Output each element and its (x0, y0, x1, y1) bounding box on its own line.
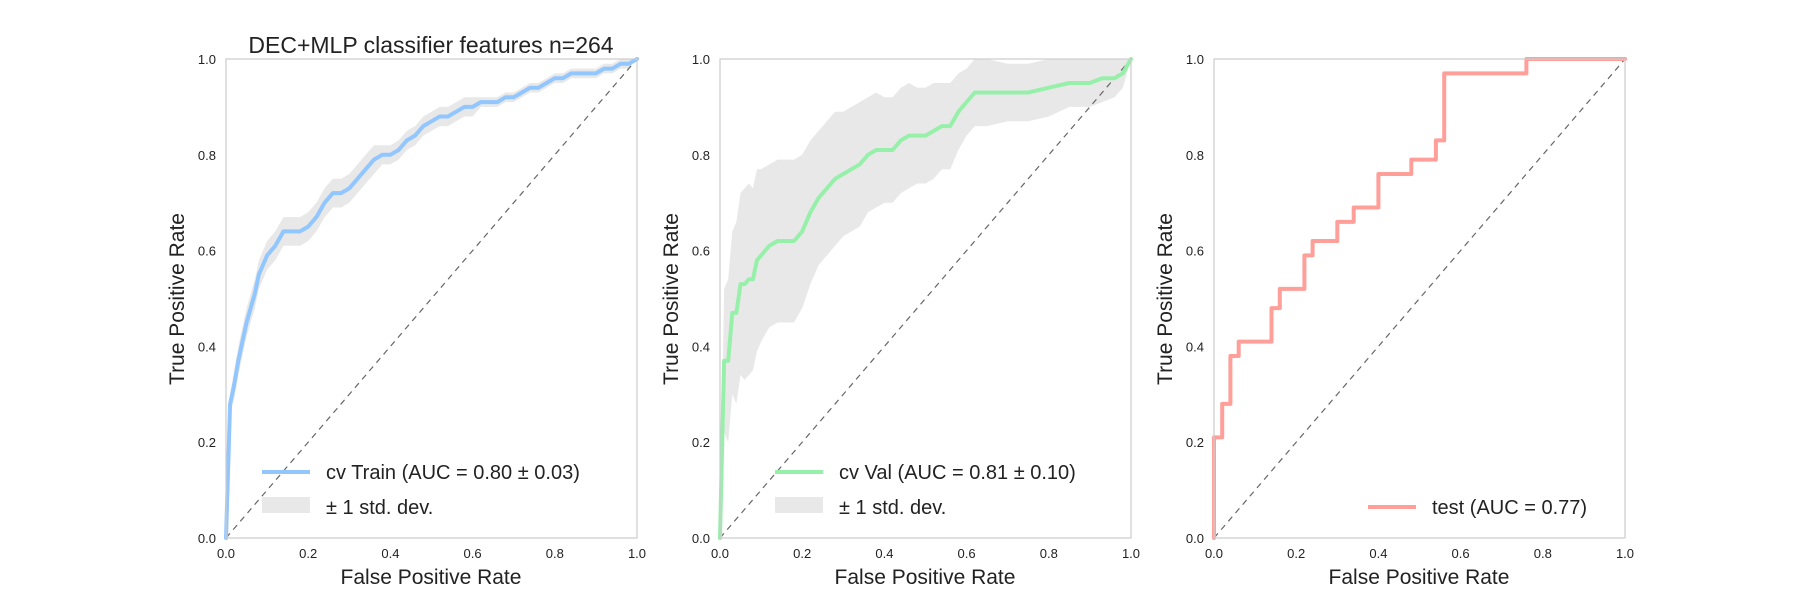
y-axis-label: True Positive Rate (166, 213, 189, 385)
x-tick-label: 0.2 (793, 546, 811, 561)
x-tick-label: 0.8 (1040, 546, 1058, 561)
x-tick-label: 0.0 (711, 546, 729, 561)
std-band-layer (720, 59, 1131, 538)
plot-frame (1213, 58, 1626, 539)
x-tick-label: 0.8 (1534, 546, 1552, 561)
x-tick-label: 0.2 (1287, 546, 1305, 561)
plot-area (1214, 59, 1625, 538)
chart-title: DEC+MLP classifier features n=264 (248, 32, 613, 58)
legend: cv Val (AUC = 0.81 ± 0.10) ± 1 std. dev. (775, 462, 1076, 519)
x-tick-label: 1.0 (628, 546, 646, 561)
test-roc-panel: 0.0 0.2 0.4 0.6 0.8 1.0 0.0 0.2 0.4 0.6 0.8 1.0 Fa… (1154, 52, 1634, 589)
x-tick-label: 0.2 (299, 546, 317, 561)
x-tick-label: 0.6 (464, 546, 482, 561)
x-axis-label: False Positive Rate (835, 566, 1016, 589)
x-tick-label: 1.0 (1122, 546, 1140, 561)
legend: test (AUC = 0.77) (1368, 497, 1587, 519)
x-tick-label: 0.0 (217, 546, 235, 561)
y-tick-label: 0.2 (1186, 435, 1204, 450)
y-tick-label: 0.4 (198, 339, 216, 354)
y-tick-label: 1.0 (1186, 52, 1204, 67)
series-layer (718, 57, 1133, 540)
plot-frame (225, 58, 638, 539)
y-tick-label: 1.0 (198, 52, 216, 67)
legend-label-test: test (AUC = 0.77) (1432, 497, 1587, 519)
y-tick-label: 1.0 (692, 52, 710, 67)
y-axis-label: True Positive Rate (660, 213, 683, 385)
y-tick-label: 0.4 (692, 339, 710, 354)
x-axis-label: False Positive Rate (1329, 566, 1510, 589)
legend: cv Train (AUC = 0.80 ± 0.03) ± 1 std. de… (262, 462, 580, 519)
x-tick-label: 0.4 (1369, 546, 1387, 561)
x-tick-labels: 0.0 0.2 0.4 0.6 0.8 1.0 (217, 546, 646, 561)
y-tick-labels: 0.0 0.2 0.4 0.6 0.8 1.0 (1186, 52, 1204, 546)
y-tick-label: 0.4 (1186, 339, 1204, 354)
y-tick-labels: 0.0 0.2 0.4 0.6 0.8 1.0 (692, 52, 710, 546)
x-tick-label: 0.6 (1452, 546, 1470, 561)
y-tick-label: 0.6 (198, 244, 216, 259)
legend-swatch-band (775, 497, 823, 513)
y-tick-label: 0.8 (1186, 148, 1204, 163)
x-tick-labels: 0.0 0.2 0.4 0.6 0.8 1.0 (711, 546, 1140, 561)
roc-curve-line-0 (1212, 57, 1627, 540)
legend-label-train: cv Train (AUC = 0.80 ± 0.03) (326, 462, 580, 484)
y-tick-labels: 0.0 0.2 0.4 0.6 0.8 1.0 (198, 52, 216, 546)
plot-frame (719, 58, 1132, 539)
y-tick-label: 0.8 (692, 148, 710, 163)
x-tick-label: 0.0 (1205, 546, 1223, 561)
legend-label-band: ± 1 std. dev. (326, 497, 433, 519)
legend-label-val: cv Val (AUC = 0.81 ± 0.10) (839, 462, 1076, 484)
series-layer (1212, 57, 1627, 540)
y-tick-label: 0.0 (198, 531, 216, 546)
plot-area (226, 59, 637, 538)
y-tick-label: 0.6 (692, 244, 710, 259)
x-tick-labels: 0.0 0.2 0.4 0.6 0.8 1.0 (1205, 546, 1634, 561)
x-tick-label: 0.4 (875, 546, 893, 561)
y-axis-label: True Positive Rate (1154, 213, 1177, 385)
legend-swatch-band (262, 497, 310, 513)
std-band-0 (720, 59, 1131, 538)
roc-curve-line-0 (718, 57, 1133, 540)
train-roc-panel: DEC+MLP classifier features n=264 0.0 0.2… (166, 32, 646, 589)
roc-curve-line-0 (224, 57, 639, 540)
y-tick-label: 0.6 (1186, 244, 1204, 259)
x-tick-label: 0.8 (546, 546, 564, 561)
x-tick-label: 0.6 (958, 546, 976, 561)
y-tick-label: 0.0 (1186, 531, 1204, 546)
y-tick-label: 0.8 (198, 148, 216, 163)
legend-label-band: ± 1 std. dev. (839, 497, 946, 519)
x-tick-label: 0.4 (381, 546, 399, 561)
x-axis-label: False Positive Rate (341, 566, 522, 589)
val-roc-panel: 0.0 0.2 0.4 0.6 0.8 1.0 0.0 0.2 0.4 0.6 0.8 1.0 Fa… (660, 52, 1140, 589)
x-tick-label: 1.0 (1616, 546, 1634, 561)
y-tick-label: 0.2 (198, 435, 216, 450)
y-tick-label: 0.0 (692, 531, 710, 546)
series-layer (224, 57, 639, 540)
y-tick-label: 0.2 (692, 435, 710, 450)
